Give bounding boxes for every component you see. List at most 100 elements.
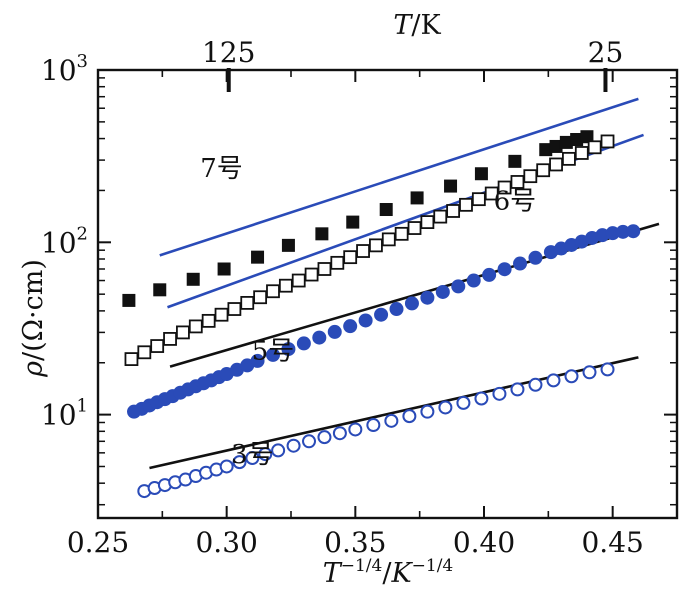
- data-point-circle-open: [582, 365, 597, 380]
- series-annotations: 7号 6号 5号 3号: [200, 154, 536, 470]
- data-point-square-open: [549, 157, 563, 172]
- data-point-circle-filled: [626, 224, 641, 239]
- data-point-circle-open: [546, 373, 561, 388]
- data-point-circle-open: [474, 391, 489, 406]
- data-markers: [122, 130, 641, 499]
- x-axis-title: T−1/4/K−1/4: [323, 556, 454, 589]
- top-tick-label: 125: [202, 36, 255, 69]
- data-point-square-open: [562, 151, 576, 166]
- y-tick-label: 101: [41, 396, 88, 432]
- data-point-square-open: [240, 295, 255, 310]
- data-point-circle-open: [232, 455, 247, 470]
- x-tick-label: 0.35: [324, 526, 386, 559]
- data-point-square-filled: [570, 133, 584, 147]
- data-point-circle-open: [492, 386, 507, 401]
- top-axis-title: T/K: [393, 10, 441, 41]
- data-point-circle-open: [420, 404, 435, 419]
- data-point-square-open: [124, 352, 139, 366]
- data-point-square-open: [459, 197, 473, 212]
- data-point-square-open: [420, 215, 435, 230]
- data-point-square-open: [214, 307, 229, 322]
- tick-labels: 0.25 0.30 0.35 0.40 0.45 125 25 101 102 103: [41, 36, 644, 559]
- data-point-square-open: [266, 284, 280, 299]
- data-point-circle-open: [271, 443, 286, 458]
- y-tick-label: 103: [41, 51, 88, 87]
- data-point-circle-filled: [404, 296, 419, 311]
- data-point-circle-filled: [265, 347, 280, 362]
- x-tick-label: 0.45: [581, 526, 643, 559]
- data-point-square-filled: [122, 293, 136, 307]
- data-point-square-open: [600, 134, 615, 149]
- data-point-circle-open: [258, 447, 273, 462]
- data-point-square-filled: [315, 227, 329, 241]
- data-point-square-open: [536, 163, 551, 178]
- data-point-circle-open: [402, 409, 417, 424]
- data-point-square-open: [227, 302, 242, 316]
- data-point-square-filled: [580, 130, 594, 144]
- data-point-circle-filled: [312, 330, 327, 345]
- data-point-circle-filled: [615, 224, 630, 239]
- data-point-circle-open: [302, 434, 317, 449]
- data-point-circle-open: [456, 395, 471, 410]
- data-point-circle-open: [245, 451, 260, 466]
- data-point-circle-filled: [343, 319, 358, 334]
- series-label: 7号: [200, 154, 243, 184]
- data-point-circle-open: [332, 426, 347, 441]
- data-point-circle-filled: [466, 273, 481, 288]
- data-point-square-open: [253, 290, 268, 305]
- data-point-square-open: [523, 169, 538, 184]
- data-point-circle-filled: [497, 262, 512, 277]
- series-label: 5号: [252, 336, 295, 366]
- x-tick-label: 0.30: [195, 526, 257, 559]
- top-tick-label: 25: [588, 36, 624, 69]
- data-point-square-open: [343, 250, 358, 265]
- data-point-circle-open: [510, 382, 525, 397]
- data-point-square-filled: [559, 135, 573, 149]
- data-point-square-open: [356, 244, 370, 258]
- data-point-square-open: [574, 146, 589, 160]
- data-point-square-filled: [508, 154, 522, 168]
- data-point-circle-open: [219, 459, 234, 474]
- data-point-square-filled: [281, 238, 295, 252]
- data-point-square-filled: [549, 139, 563, 153]
- data-point-circle-open: [348, 422, 363, 437]
- data-point-circle-filled: [327, 324, 342, 339]
- data-point-square-open: [369, 238, 383, 253]
- data-point-square-open: [471, 192, 486, 207]
- data-point-circle-filled: [374, 307, 389, 322]
- data-point-circle-open: [384, 413, 399, 428]
- axis-ticks: [97, 68, 677, 518]
- data-point-square-filled: [251, 250, 265, 264]
- data-point-square-filled: [346, 215, 360, 229]
- data-point-circle-filled: [605, 226, 620, 241]
- data-point-circle-filled: [513, 256, 528, 271]
- data-point-square-open: [381, 232, 396, 247]
- data-point-square-filled: [379, 203, 393, 217]
- data-point-circle-filled: [482, 267, 497, 282]
- data-point-circle-open: [317, 430, 332, 445]
- data-point-circle-filled: [389, 302, 404, 317]
- series-label: 6号: [494, 187, 537, 217]
- data-point-square-open: [587, 140, 602, 155]
- data-point-square-filled: [153, 283, 167, 297]
- data-point-square-open: [176, 325, 190, 340]
- data-point-square-open: [304, 267, 319, 282]
- data-point-circle-filled: [451, 279, 466, 294]
- x-tick-label: 0.25: [67, 526, 129, 559]
- data-point-square-filled: [217, 262, 231, 276]
- data-point-circle-filled: [281, 342, 296, 357]
- data-point-square-open: [446, 204, 461, 218]
- data-point-circle-open: [286, 438, 301, 453]
- data-point-square-open: [317, 262, 332, 276]
- data-point-circle-open: [528, 377, 543, 392]
- data-point-circle-filled: [250, 353, 265, 368]
- data-point-circle-filled: [435, 284, 450, 299]
- data-point-square-open: [394, 226, 409, 241]
- data-point-square-open: [291, 273, 306, 288]
- data-point-circle-filled: [296, 336, 311, 351]
- data-point-square-open: [163, 332, 177, 346]
- data-point-circle-open: [438, 400, 453, 415]
- data-point-square-open: [188, 319, 203, 334]
- y-axis-title: ρ/(Ω·cm): [18, 259, 49, 378]
